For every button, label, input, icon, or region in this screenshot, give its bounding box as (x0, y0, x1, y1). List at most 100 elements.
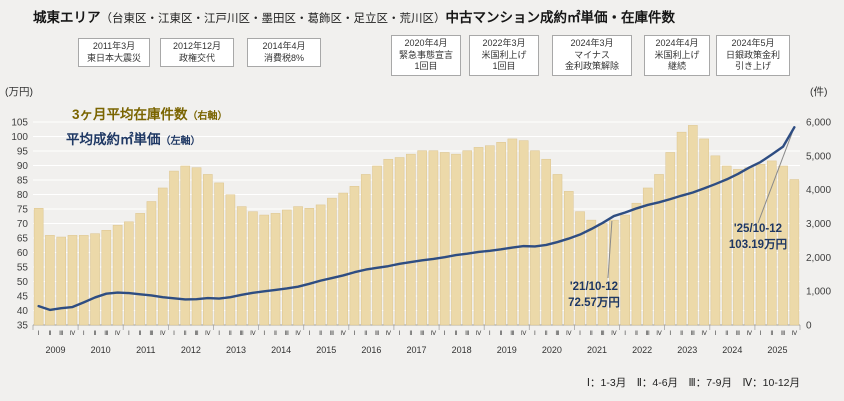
svg-text:Ⅳ: Ⅳ (250, 331, 256, 337)
inventory-bar (394, 157, 405, 326)
svg-text:105: 105 (11, 118, 28, 129)
inventory-bar (383, 158, 394, 326)
svg-text:70: 70 (17, 219, 29, 230)
event-label-2: 1回目 (414, 61, 438, 72)
svg-text:Ⅱ: Ⅱ (229, 331, 232, 337)
svg-text:Ⅲ: Ⅲ (601, 331, 605, 337)
svg-text:Ⅲ: Ⅲ (104, 331, 108, 337)
inventory-bar (45, 235, 55, 326)
inventory-bar (360, 174, 371, 326)
inventory-bar (710, 155, 721, 326)
svg-text:Ⅱ: Ⅱ (590, 331, 593, 337)
svg-text:Ⅱ: Ⅱ (409, 331, 412, 337)
event-date: 2024年4月 (655, 38, 699, 48)
inventory-bar (124, 221, 134, 326)
title-subject: 中古マンション成約㎡単価・在庫件数 (445, 10, 676, 25)
svg-text:Ⅳ: Ⅳ (115, 331, 121, 337)
svg-text:5,000: 5,000 (806, 151, 831, 162)
event-box-government-change: 2012年12月 政権交代 (160, 38, 234, 68)
svg-text:Ⅲ: Ⅲ (194, 331, 198, 337)
svg-text:45: 45 (17, 292, 29, 303)
svg-text:2012: 2012 (181, 345, 201, 355)
inventory-bar (248, 211, 258, 326)
inventory-bar (462, 150, 473, 326)
inventory-bar (620, 214, 630, 326)
svg-text:2023: 2023 (677, 345, 697, 355)
svg-text:Ⅱ: Ⅱ (139, 331, 142, 337)
inventory-bar (631, 202, 642, 326)
event-label: マイナス (574, 49, 610, 60)
svg-text:2,000: 2,000 (806, 253, 831, 264)
svg-text:Ⅲ: Ⅲ (781, 331, 785, 337)
inventory-bar (676, 131, 687, 326)
inventory-bar (372, 165, 382, 326)
svg-text:90: 90 (17, 161, 29, 172)
svg-text:Ⅰ: Ⅰ (399, 331, 401, 337)
inventory-bar (654, 174, 664, 326)
svg-text:75: 75 (17, 205, 29, 216)
event-date: 2024年5月 (731, 38, 775, 48)
price-line (37, 126, 796, 312)
callout-connectors (607, 132, 793, 279)
svg-text:Ⅲ: Ⅲ (330, 331, 334, 337)
inventory-bar (406, 153, 416, 326)
svg-text:Ⅱ: Ⅱ (545, 331, 548, 337)
svg-text:Ⅱ: Ⅱ (455, 331, 458, 337)
inventory-bar (518, 140, 529, 326)
axis-tick-labels: 35 40 45 50 55 60 65 70 75 80 85 90 95 100 105 0 1,000 2,… (11, 118, 831, 356)
inventory-bar (203, 174, 213, 326)
inventory-bar (315, 204, 326, 326)
svg-text:2020: 2020 (542, 345, 562, 355)
svg-text:1,000: 1,000 (806, 287, 831, 298)
svg-text:Ⅲ: Ⅲ (555, 331, 559, 337)
inventory-bar (157, 187, 168, 326)
event-label: 消費税8% (263, 52, 304, 63)
event-label: 政権交代 (178, 52, 215, 63)
inventory-bar (180, 165, 191, 326)
svg-text:2018: 2018 (452, 345, 472, 355)
svg-text:Ⅳ: Ⅳ (205, 331, 211, 337)
inventory-bar (146, 201, 157, 326)
inventory-bar (338, 192, 348, 326)
svg-text:Ⅳ: Ⅳ (160, 331, 166, 337)
svg-text:Ⅱ: Ⅱ (48, 331, 51, 337)
svg-text:Ⅲ: Ⅲ (285, 331, 289, 337)
svg-text:2014: 2014 (271, 345, 291, 355)
svg-text:Ⅰ: Ⅰ (354, 331, 356, 337)
svg-text:Ⅲ: Ⅲ (375, 331, 379, 337)
svg-text:Ⅰ: Ⅰ (760, 331, 762, 337)
inventory-bar (259, 214, 270, 326)
inventory-bar (451, 153, 461, 326)
svg-text:2015: 2015 (316, 345, 336, 355)
event-label-2: 引き上げ (734, 61, 771, 72)
event-box-us-rate-continued: 2024年4月 米国利上げ 継続 (644, 35, 710, 77)
svg-text:2025: 2025 (767, 345, 787, 355)
svg-text:Ⅰ: Ⅰ (669, 331, 671, 337)
svg-text:2021: 2021 (587, 345, 607, 355)
legend-inventory-label: 3ヶ月平均在庫件数 (72, 107, 188, 122)
svg-text:Ⅳ: Ⅳ (521, 331, 527, 337)
event-label-2: 1回目 (492, 61, 516, 72)
page-title: 城東エリア（台東区・江東区・江戸川区・墨田区・葛飾区・足立区・荒川区）中古マンシ… (33, 6, 675, 26)
inventory-bar (169, 170, 179, 326)
event-label: 日銀政策金利 (725, 49, 780, 60)
callout-period: '25/10-12 (733, 223, 783, 235)
svg-text:Ⅱ: Ⅱ (184, 331, 187, 337)
callout-period: '21/10-12 (569, 281, 619, 293)
svg-text:0: 0 (806, 321, 812, 332)
event-box-us-rate-hike-1: 2022年3月 米国利上げ 1回目 (469, 35, 539, 77)
svg-text:Ⅰ: Ⅰ (218, 331, 220, 337)
legend-price-axis-note: （左軸） (160, 136, 201, 147)
svg-text:4,000: 4,000 (806, 185, 831, 196)
inventory-bar (575, 211, 585, 326)
svg-text:Ⅱ: Ⅱ (364, 331, 367, 337)
inventory-bar (485, 145, 495, 326)
svg-text:3,000: 3,000 (806, 219, 831, 230)
inventory-bar (225, 194, 236, 326)
svg-text:Ⅰ: Ⅰ (173, 331, 175, 337)
event-box-boj-rate-hike: 2024年5月 日銀政策金利 引き上げ (716, 35, 790, 77)
inventory-bar (507, 138, 518, 326)
svg-text:80: 80 (17, 190, 29, 201)
svg-text:65: 65 (17, 234, 29, 245)
